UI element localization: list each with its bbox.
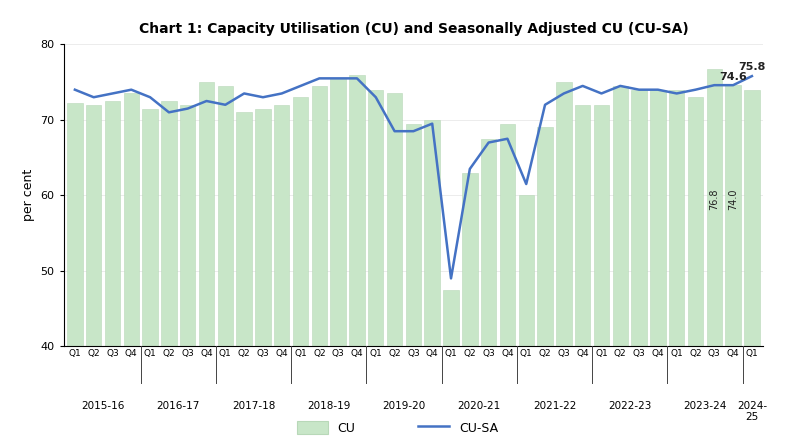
Bar <box>180 105 196 444</box>
Bar <box>218 86 233 444</box>
Bar <box>537 127 553 444</box>
Bar <box>236 112 252 444</box>
Text: 2016-17: 2016-17 <box>157 400 200 411</box>
Bar <box>631 90 647 444</box>
Bar <box>405 123 421 444</box>
Bar <box>575 105 591 444</box>
Legend: CU, CU-SA: CU, CU-SA <box>292 416 503 440</box>
Text: 75.8: 75.8 <box>739 62 766 72</box>
Bar <box>86 105 102 444</box>
Bar <box>613 86 628 444</box>
Bar <box>444 290 459 444</box>
Bar <box>707 68 722 444</box>
Text: 2018-19: 2018-19 <box>307 400 351 411</box>
Bar <box>481 139 496 444</box>
Bar <box>462 173 478 444</box>
Text: 2024-
25: 2024- 25 <box>737 400 767 422</box>
Bar <box>594 105 609 444</box>
Bar <box>368 90 383 444</box>
Bar <box>105 101 120 444</box>
Text: 74.0: 74.0 <box>728 189 738 210</box>
Y-axis label: per cent: per cent <box>22 169 35 222</box>
Text: 76.8: 76.8 <box>709 189 719 210</box>
Text: 2023-24: 2023-24 <box>683 400 727 411</box>
Bar <box>331 78 346 444</box>
Text: 2019-20: 2019-20 <box>382 400 425 411</box>
Bar <box>312 86 327 444</box>
Bar <box>293 97 308 444</box>
Bar <box>142 109 158 444</box>
Bar <box>67 103 83 444</box>
Bar <box>255 109 270 444</box>
Bar <box>744 90 760 444</box>
Bar <box>518 195 534 444</box>
Text: 2017-18: 2017-18 <box>232 400 275 411</box>
Bar <box>387 94 402 444</box>
Bar <box>199 82 214 444</box>
Bar <box>425 120 440 444</box>
Bar <box>669 90 684 444</box>
Bar <box>349 75 365 444</box>
Text: 74.6: 74.6 <box>719 72 747 82</box>
Bar <box>123 94 139 444</box>
Bar <box>556 82 572 444</box>
Bar <box>161 101 176 444</box>
Bar <box>688 97 704 444</box>
Bar <box>725 85 741 444</box>
Text: 2021-22: 2021-22 <box>533 400 576 411</box>
Text: 2020-21: 2020-21 <box>458 400 501 411</box>
Text: 2015-16: 2015-16 <box>81 400 125 411</box>
Bar <box>500 123 515 444</box>
Text: 2022-23: 2022-23 <box>608 400 651 411</box>
Bar <box>650 90 665 444</box>
Title: Chart 1: Capacity Utilisation (CU) and Seasonally Adjusted CU (CU-SA): Chart 1: Capacity Utilisation (CU) and S… <box>138 22 688 36</box>
Bar <box>274 105 289 444</box>
